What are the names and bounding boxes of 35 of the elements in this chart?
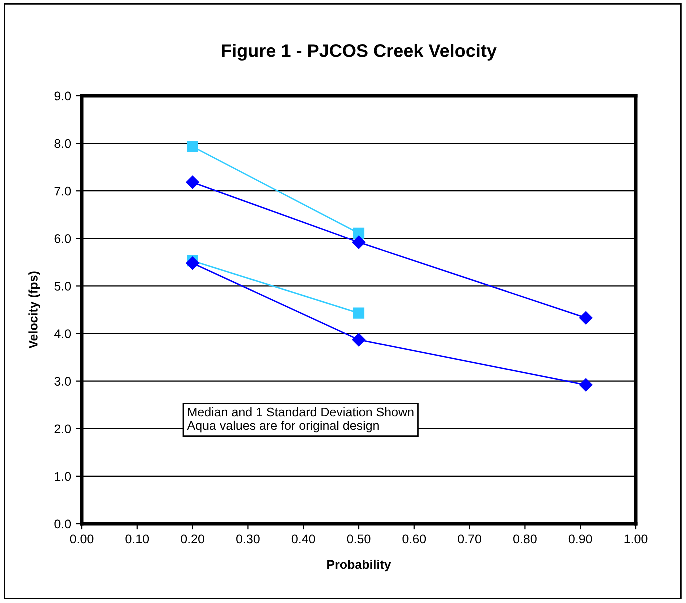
y-tick-label: 5.0 — [54, 282, 72, 291]
point — [580, 378, 593, 392]
x-axis-title: Probability — [328, 560, 392, 572]
x-tick-label: 0.00 — [70, 534, 94, 544]
y-axis-title: Velocity (fps) — [28, 272, 40, 349]
annotation: Median and 1 Standard Deviation Shown — [188, 407, 414, 417]
point — [187, 141, 198, 152]
point — [352, 333, 366, 347]
x-tick-label: 1.00 — [624, 534, 648, 544]
x-tick-label: 0.60 — [402, 534, 426, 544]
point — [352, 236, 366, 250]
x-tick-label: 0.80 — [514, 534, 537, 544]
x-tick-label: 0.10 — [126, 534, 150, 544]
y-tick-label: 1.0 — [55, 472, 72, 482]
x-tick-label: 0.30 — [236, 534, 260, 544]
y-tick-label: 3.0 — [54, 377, 72, 386]
x-tick-label: 0.20 — [181, 534, 204, 544]
point — [186, 256, 200, 270]
y-tick-label: 7.0 — [54, 186, 72, 196]
x-tick-label: 0.90 — [568, 534, 592, 544]
y-tick-label: 6.0 — [54, 234, 72, 244]
y-tick-label: 4.0 — [54, 330, 72, 338]
point — [353, 308, 365, 319]
x-tick-label: 0.40 — [292, 534, 316, 544]
chart-title: Figure 1 - PJCOS Creek Velocity — [222, 44, 497, 61]
y-tick-label: 2.0 — [54, 424, 72, 434]
annotation: Aqua values are for original design — [187, 420, 379, 433]
y-tick-label: 0.0 — [54, 520, 72, 529]
y-tick-label: 9.0 — [54, 92, 72, 101]
point — [580, 311, 593, 325]
x-tick-label: 0.70 — [458, 534, 482, 544]
point — [353, 228, 365, 239]
point — [186, 176, 200, 190]
x-tick-label: 0.50 — [347, 534, 371, 544]
y-tick-label: 8.0 — [54, 139, 72, 148]
